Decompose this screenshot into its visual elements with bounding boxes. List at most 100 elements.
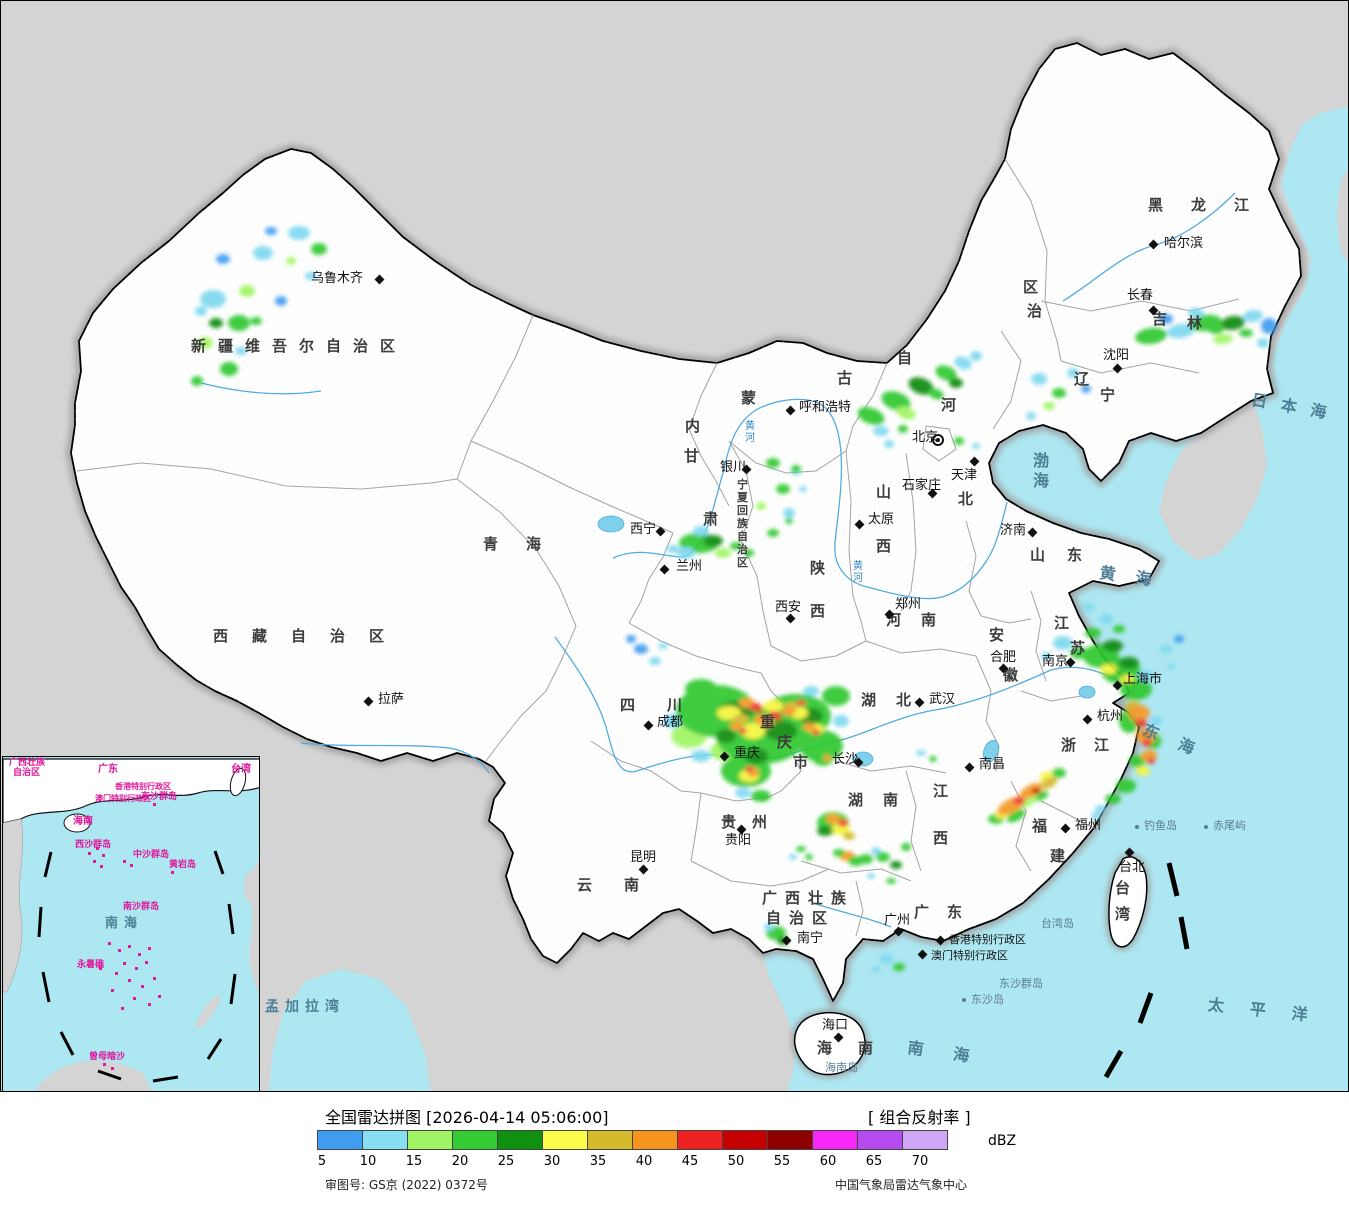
radar-echo: [896, 406, 916, 420]
radar-echo: [893, 963, 905, 971]
inset-island-dot: [148, 1003, 151, 1006]
radar-echo: [1135, 719, 1147, 727]
inset-island-dot: [111, 1067, 114, 1070]
radar-echo: [812, 729, 820, 735]
inset-borneo: [34, 1060, 152, 1091]
radar-echo: [785, 518, 793, 524]
inset-vietnam: [3, 818, 23, 993]
legend-color-cell: [362, 1130, 408, 1150]
radar-echo: [799, 730, 843, 762]
radar-echo: [890, 861, 902, 869]
radar-echo-layer: [191, 226, 1277, 972]
radar-echo: [1243, 309, 1263, 323]
inset-island-dot: [158, 995, 161, 998]
radar-echo: [1261, 318, 1277, 334]
radar-echo: [1043, 402, 1055, 410]
legend-color-cell: [767, 1130, 813, 1150]
inset-label: 南海: [105, 916, 144, 931]
radar-echo: [239, 285, 255, 297]
radar-echo: [1099, 614, 1113, 624]
radar-echo: [928, 388, 944, 400]
radar-echo: [803, 686, 819, 696]
radar-echo: [677, 547, 695, 559]
legend-tick: 60: [819, 1154, 837, 1169]
radar-echo: [197, 337, 213, 349]
radar-echo: [791, 465, 801, 473]
inset-island-dot: [111, 989, 114, 992]
radar-echo: [857, 407, 885, 425]
radar-echo: [1013, 797, 1025, 805]
inset-label: 香港特别行政区: [115, 782, 171, 791]
legend-tick: 20: [451, 1154, 469, 1169]
inset-island-dot: [135, 967, 138, 970]
legend-color-cell: [812, 1130, 858, 1150]
radar-echo: [1081, 385, 1091, 393]
radar-echo: [805, 854, 813, 860]
radar-echo: [764, 923, 774, 931]
legend-tick: 45: [681, 1154, 699, 1169]
radar-echo: [886, 878, 896, 884]
legend-color-cell: [857, 1130, 903, 1150]
radar-echo: [703, 535, 723, 547]
radar-echo: [1006, 809, 1026, 823]
radar-echo: [954, 437, 964, 445]
inset-label: 自治区: [13, 768, 41, 778]
inset-label: 南沙群岛: [123, 902, 160, 912]
inset-island-dot: [133, 997, 136, 1000]
legend-tick: 25: [497, 1154, 515, 1169]
radar-echo: [634, 644, 648, 654]
japan-land: [1280, 33, 1346, 79]
inset-island-dot: [118, 949, 121, 952]
radar-echo: [796, 846, 806, 852]
legend-tick: 30: [543, 1154, 561, 1169]
inset-island-dot: [138, 953, 141, 956]
product-label: [ 组合反射率 ]: [868, 1108, 971, 1127]
radar-echo: [216, 254, 230, 264]
radar-echo: [1208, 324, 1224, 334]
radar-echo: [799, 486, 807, 492]
radar-echo: [765, 721, 797, 741]
radar-echo: [1067, 368, 1079, 378]
radar-echo: [730, 722, 742, 730]
radar-echo: [1213, 333, 1233, 345]
radar-echo: [763, 700, 783, 712]
inset-luzon: [244, 871, 256, 903]
radar-echo: [658, 643, 668, 649]
legend-color-cell: [632, 1130, 678, 1150]
radar-echo: [275, 296, 287, 306]
radar-echo: [789, 854, 797, 860]
radar-echo: [796, 700, 806, 706]
radar-echo: [741, 723, 765, 739]
legend-tick: 40: [635, 1154, 653, 1169]
inset-island-dot: [123, 860, 126, 863]
radar-echo: [739, 728, 747, 734]
radar-echo: [929, 756, 937, 762]
legend-color-cell: [542, 1130, 588, 1150]
inset-island-dot: [93, 860, 96, 863]
radar-echo: [1040, 776, 1058, 790]
radar-echo: [1031, 373, 1047, 385]
radar-echo: [1160, 645, 1172, 653]
radar-echo: [1053, 636, 1073, 650]
radar-echo: [733, 714, 749, 724]
radar-echo: [803, 723, 815, 731]
inset-label: 广西壮族: [9, 758, 46, 768]
legend-color-cell: [902, 1130, 948, 1150]
radar-echo: [826, 814, 840, 824]
radar-echo: [776, 484, 790, 494]
legend-tick: 15: [405, 1154, 423, 1169]
south-china-sea-inset: 广西壮族 自治区 广东 台湾 香港特别行政区 澳门特别行政区 海南 东沙群岛 西沙群岛 中沙群岛黄…: [2, 756, 260, 1091]
province-borders: [76, 158, 1240, 937]
radar-echo: [908, 377, 934, 395]
radar-echo: [220, 362, 238, 376]
radar-echo: [766, 458, 780, 468]
inset-island-dot: [128, 945, 131, 948]
radar-echo: [1116, 779, 1136, 793]
inset-label: 台湾: [231, 764, 251, 775]
radar-echo: [195, 306, 207, 316]
inset-taiwan: [229, 767, 247, 797]
radar-echo: [833, 715, 849, 727]
radar-echo: [1052, 388, 1066, 398]
radar-echo: [1083, 603, 1095, 611]
radar-echo: [745, 766, 753, 772]
